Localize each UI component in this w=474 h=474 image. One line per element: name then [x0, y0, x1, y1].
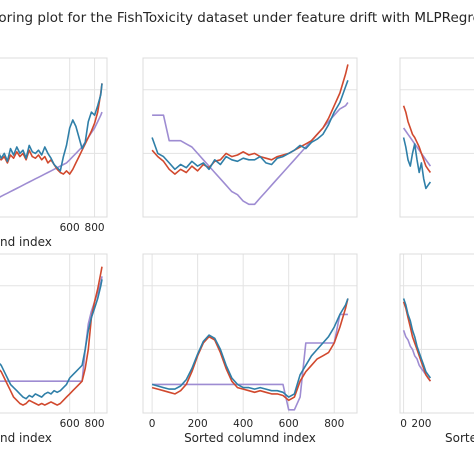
series-line-purple — [152, 313, 348, 411]
x-axis-label: Sorte — [445, 431, 474, 445]
series-line-red — [402, 301, 432, 382]
axes-frame — [399, 57, 474, 218]
series-line-red — [151, 64, 349, 175]
subplot-top-left: 600 800 nd index — [0, 57, 108, 249]
series-line-red — [0, 266, 103, 406]
x-tick-label: 400 — [233, 418, 253, 430]
series-line-blue — [151, 80, 349, 171]
x-tick-label: 200 — [188, 418, 208, 430]
axes-frame — [142, 253, 358, 414]
x-tick-label: 600 — [60, 222, 80, 234]
axes-frame — [0, 253, 108, 414]
series-group — [0, 266, 103, 406]
x-tick-label: 800 — [324, 418, 344, 430]
figure-title: toring plot for the FishToxicity dataset… — [0, 10, 474, 26]
series-group — [0, 83, 103, 198]
subplot-grid: 600 800 nd index 600 800 nd index 0 200 400 600 80… — [0, 57, 474, 445]
subplot-top-right — [399, 57, 474, 218]
series-line-purple — [402, 127, 432, 167]
series-line-red — [151, 298, 349, 402]
series-line-purple — [0, 111, 103, 198]
subplot-bottom-left: 600 800 nd index — [0, 253, 108, 445]
x-tick-label: 600 — [279, 418, 299, 430]
x-tick-label: 200 — [411, 418, 431, 430]
x-tick-label: 600 — [60, 418, 80, 430]
axes-frame — [399, 253, 474, 414]
subplot-bottom-right: 0 200 Sorte — [399, 253, 474, 445]
series-group — [151, 64, 349, 206]
x-axis-label: nd index — [0, 235, 52, 249]
x-tick-label: 800 — [85, 222, 105, 234]
series-line-blue — [402, 137, 432, 190]
series-group — [402, 105, 432, 190]
series-line-blue — [151, 298, 349, 398]
axes-frame — [142, 57, 358, 218]
subplot-top-center — [142, 57, 358, 218]
x-axis-label: nd index — [0, 431, 52, 445]
series-line-blue — [0, 83, 103, 172]
x-axis-label: Sorted columnd index — [184, 431, 316, 445]
series-group — [151, 298, 349, 411]
x-tick-label: 0 — [149, 418, 156, 430]
series-line-blue — [0, 279, 103, 400]
axes-frame — [0, 57, 108, 218]
x-tick-label: 0 — [400, 418, 407, 430]
series-line-purple — [0, 276, 103, 383]
series-group — [402, 298, 432, 382]
x-tick-label: 800 — [85, 418, 105, 430]
subplot-bottom-center: 0 200 400 600 800 Sorted columnd index — [142, 253, 358, 445]
series-line-blue — [402, 298, 432, 379]
series-line-red — [402, 105, 432, 173]
